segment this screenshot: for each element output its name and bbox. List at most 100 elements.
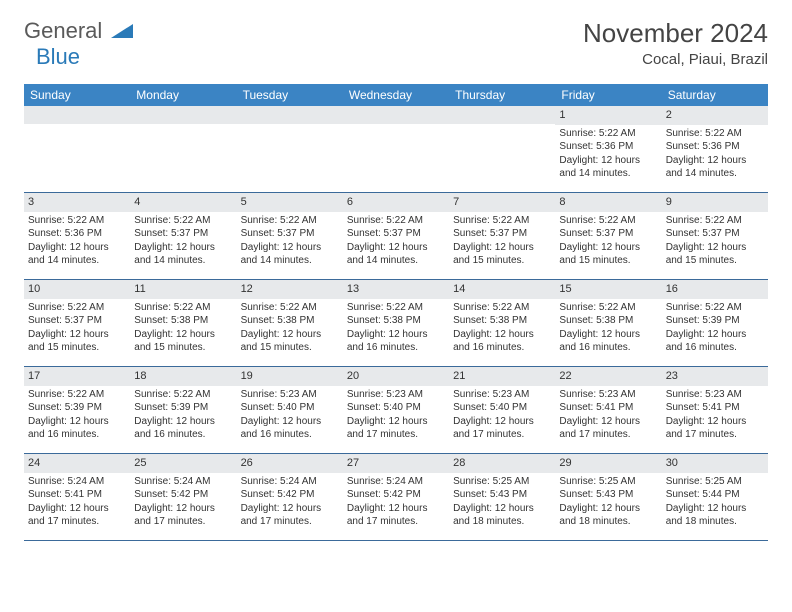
sunset-text: Sunset: 5:43 PM <box>453 488 551 502</box>
sunset-text: Sunset: 5:40 PM <box>241 401 339 415</box>
daylight-text: Daylight: 12 hours and 15 minutes. <box>28 328 126 355</box>
sunset-text: Sunset: 5:38 PM <box>559 314 657 328</box>
day-number: 4 <box>130 193 236 212</box>
logo-word1: General <box>24 18 102 43</box>
day-cell <box>24 106 130 192</box>
sunrise-text: Sunrise: 5:23 AM <box>666 388 764 402</box>
day-number: 25 <box>130 454 236 473</box>
day-number: 18 <box>130 367 236 386</box>
day-number: 20 <box>343 367 449 386</box>
daylight-text: Daylight: 12 hours and 15 minutes. <box>559 241 657 268</box>
day-header-cell: Monday <box>130 84 236 106</box>
day-details: Sunrise: 5:22 AMSunset: 5:39 PMDaylight:… <box>662 299 768 359</box>
day-number: 7 <box>449 193 555 212</box>
sunset-text: Sunset: 5:44 PM <box>666 488 764 502</box>
day-number: 13 <box>343 280 449 299</box>
sunrise-text: Sunrise: 5:25 AM <box>559 475 657 489</box>
sunset-text: Sunset: 5:37 PM <box>559 227 657 241</box>
day-header-row: SundayMondayTuesdayWednesdayThursdayFrid… <box>24 84 768 106</box>
sunset-text: Sunset: 5:41 PM <box>559 401 657 415</box>
daylight-text: Daylight: 12 hours and 16 minutes. <box>241 415 339 442</box>
day-cell: 17Sunrise: 5:22 AMSunset: 5:39 PMDayligh… <box>24 367 130 453</box>
day-details: Sunrise: 5:22 AMSunset: 5:36 PMDaylight:… <box>24 212 130 272</box>
day-details: Sunrise: 5:23 AMSunset: 5:40 PMDaylight:… <box>449 386 555 446</box>
sunset-text: Sunset: 5:36 PM <box>666 140 764 154</box>
day-cell: 8Sunrise: 5:22 AMSunset: 5:37 PMDaylight… <box>555 193 661 279</box>
day-number: 6 <box>343 193 449 212</box>
sunset-text: Sunset: 5:39 PM <box>134 401 232 415</box>
day-cell: 30Sunrise: 5:25 AMSunset: 5:44 PMDayligh… <box>662 454 768 540</box>
day-details: Sunrise: 5:22 AMSunset: 5:38 PMDaylight:… <box>555 299 661 359</box>
day-number: 29 <box>555 454 661 473</box>
sunrise-text: Sunrise: 5:22 AM <box>453 214 551 228</box>
day-cell: 1Sunrise: 5:22 AMSunset: 5:36 PMDaylight… <box>555 106 661 192</box>
day-number: 1 <box>555 106 661 125</box>
day-details: Sunrise: 5:25 AMSunset: 5:44 PMDaylight:… <box>662 473 768 533</box>
day-cell: 10Sunrise: 5:22 AMSunset: 5:37 PMDayligh… <box>24 280 130 366</box>
daylight-text: Daylight: 12 hours and 16 minutes. <box>134 415 232 442</box>
daylight-text: Daylight: 12 hours and 17 minutes. <box>453 415 551 442</box>
sunset-text: Sunset: 5:41 PM <box>28 488 126 502</box>
sunset-text: Sunset: 5:36 PM <box>559 140 657 154</box>
sunset-text: Sunset: 5:37 PM <box>453 227 551 241</box>
day-cell: 25Sunrise: 5:24 AMSunset: 5:42 PMDayligh… <box>130 454 236 540</box>
day-details: Sunrise: 5:22 AMSunset: 5:39 PMDaylight:… <box>24 386 130 446</box>
day-cell: 5Sunrise: 5:22 AMSunset: 5:37 PMDaylight… <box>237 193 343 279</box>
sunrise-text: Sunrise: 5:22 AM <box>666 301 764 315</box>
day-header-cell: Tuesday <box>237 84 343 106</box>
day-cell: 3Sunrise: 5:22 AMSunset: 5:36 PMDaylight… <box>24 193 130 279</box>
day-number: 24 <box>24 454 130 473</box>
sunrise-text: Sunrise: 5:22 AM <box>347 301 445 315</box>
daylight-text: Daylight: 12 hours and 16 minutes. <box>28 415 126 442</box>
sunset-text: Sunset: 5:40 PM <box>453 401 551 415</box>
daylight-text: Daylight: 12 hours and 16 minutes. <box>347 328 445 355</box>
sunset-text: Sunset: 5:37 PM <box>347 227 445 241</box>
sunset-text: Sunset: 5:42 PM <box>134 488 232 502</box>
daylight-text: Daylight: 12 hours and 16 minutes. <box>453 328 551 355</box>
sunrise-text: Sunrise: 5:22 AM <box>134 388 232 402</box>
daylight-text: Daylight: 12 hours and 17 minutes. <box>559 415 657 442</box>
daylight-text: Daylight: 12 hours and 15 minutes. <box>241 328 339 355</box>
sunrise-text: Sunrise: 5:22 AM <box>559 301 657 315</box>
day-details: Sunrise: 5:23 AMSunset: 5:40 PMDaylight:… <box>343 386 449 446</box>
day-cell: 6Sunrise: 5:22 AMSunset: 5:37 PMDaylight… <box>343 193 449 279</box>
logo-word2: Blue <box>36 44 80 69</box>
day-details: Sunrise: 5:22 AMSunset: 5:37 PMDaylight:… <box>130 212 236 272</box>
daylight-text: Daylight: 12 hours and 14 minutes. <box>241 241 339 268</box>
day-cell: 24Sunrise: 5:24 AMSunset: 5:41 PMDayligh… <box>24 454 130 540</box>
day-header-cell: Sunday <box>24 84 130 106</box>
day-cell: 19Sunrise: 5:23 AMSunset: 5:40 PMDayligh… <box>237 367 343 453</box>
sunrise-text: Sunrise: 5:25 AM <box>453 475 551 489</box>
calendar: SundayMondayTuesdayWednesdayThursdayFrid… <box>24 84 768 541</box>
day-number: 17 <box>24 367 130 386</box>
day-number: 2 <box>662 106 768 125</box>
day-cell: 16Sunrise: 5:22 AMSunset: 5:39 PMDayligh… <box>662 280 768 366</box>
day-details: Sunrise: 5:22 AMSunset: 5:37 PMDaylight:… <box>237 212 343 272</box>
day-details: Sunrise: 5:22 AMSunset: 5:38 PMDaylight:… <box>237 299 343 359</box>
day-header-cell: Thursday <box>449 84 555 106</box>
sunset-text: Sunset: 5:39 PM <box>666 314 764 328</box>
daylight-text: Daylight: 12 hours and 17 minutes. <box>241 502 339 529</box>
day-cell: 2Sunrise: 5:22 AMSunset: 5:36 PMDaylight… <box>662 106 768 192</box>
day-number <box>24 106 130 124</box>
daylight-text: Daylight: 12 hours and 16 minutes. <box>666 328 764 355</box>
week-row: 17Sunrise: 5:22 AMSunset: 5:39 PMDayligh… <box>24 367 768 454</box>
day-number: 5 <box>237 193 343 212</box>
day-details: Sunrise: 5:22 AMSunset: 5:38 PMDaylight:… <box>130 299 236 359</box>
day-number: 19 <box>237 367 343 386</box>
day-number: 30 <box>662 454 768 473</box>
day-details: Sunrise: 5:24 AMSunset: 5:41 PMDaylight:… <box>24 473 130 533</box>
title-block: November 2024 Cocal, Piaui, Brazil <box>583 18 768 68</box>
sunset-text: Sunset: 5:36 PM <box>28 227 126 241</box>
sunrise-text: Sunrise: 5:22 AM <box>241 301 339 315</box>
day-cell <box>343 106 449 192</box>
day-number: 21 <box>449 367 555 386</box>
day-number: 9 <box>662 193 768 212</box>
day-cell: 14Sunrise: 5:22 AMSunset: 5:38 PMDayligh… <box>449 280 555 366</box>
month-title: November 2024 <box>583 18 768 49</box>
day-cell: 9Sunrise: 5:22 AMSunset: 5:37 PMDaylight… <box>662 193 768 279</box>
sunset-text: Sunset: 5:38 PM <box>453 314 551 328</box>
day-cell: 22Sunrise: 5:23 AMSunset: 5:41 PMDayligh… <box>555 367 661 453</box>
day-number: 16 <box>662 280 768 299</box>
sunrise-text: Sunrise: 5:22 AM <box>134 301 232 315</box>
